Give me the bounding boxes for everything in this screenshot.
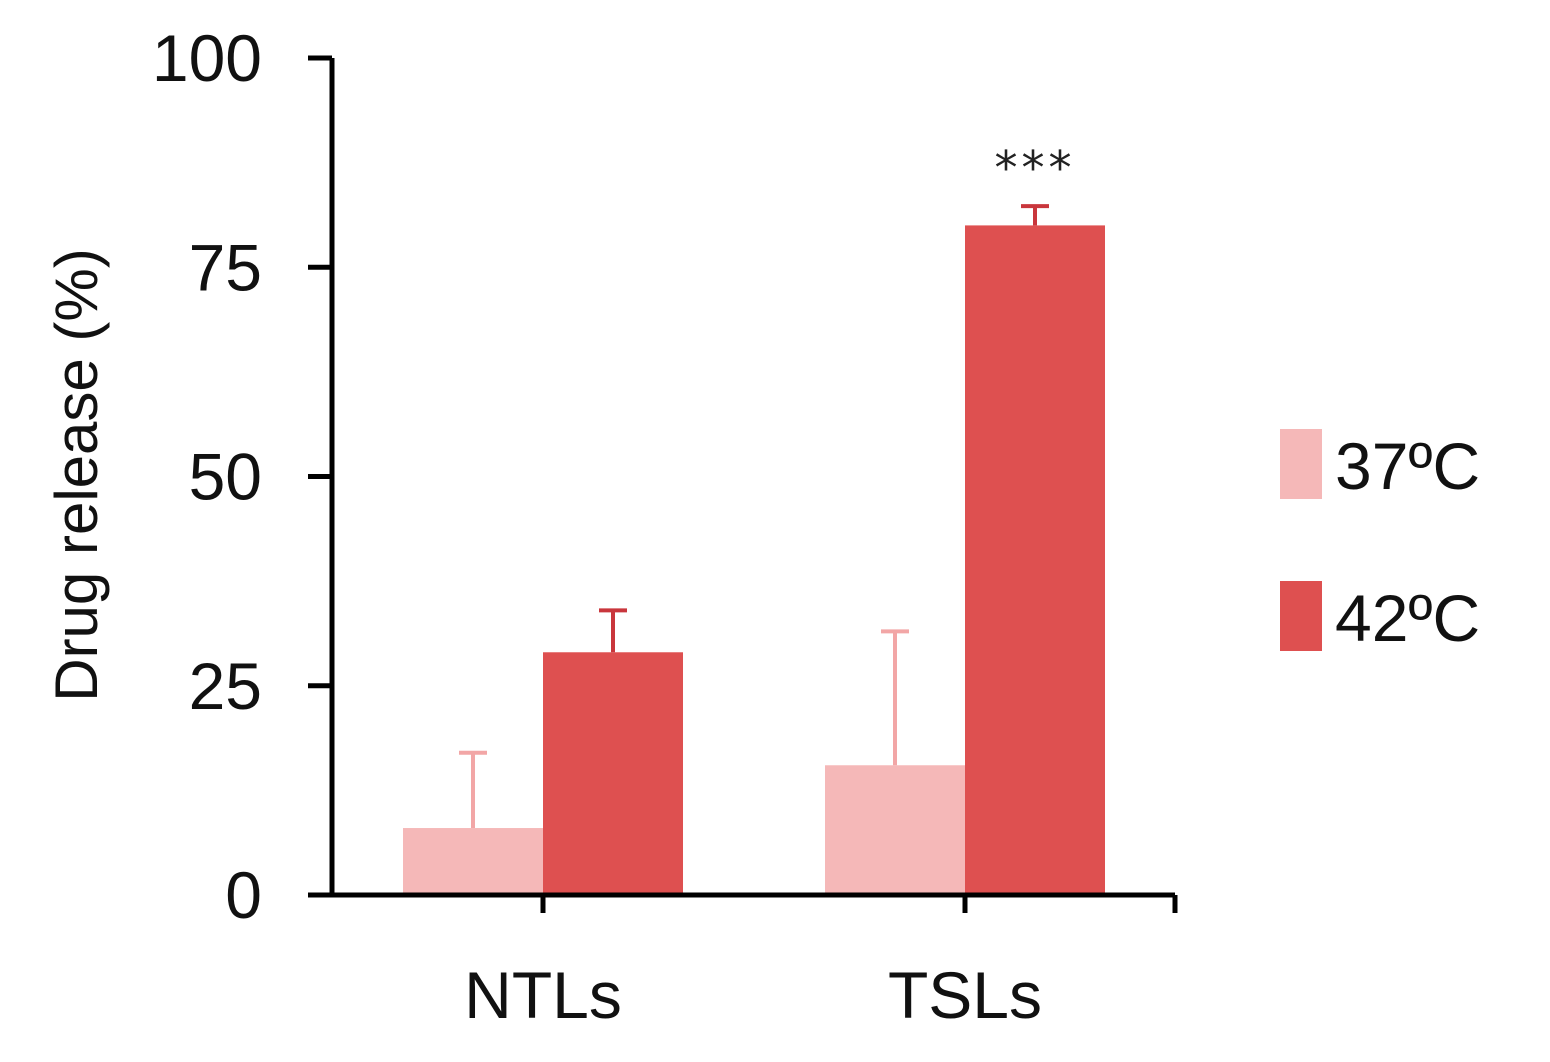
bars-layer bbox=[403, 225, 1105, 895]
y-axis-title-group: Drug release (%) bbox=[43, 248, 110, 702]
x-category-label-tsls: TSLs bbox=[888, 958, 1042, 1032]
axes-layer bbox=[308, 55, 1178, 913]
bar-tsls-series-2 bbox=[965, 225, 1105, 895]
legend-label-2: 42ºC bbox=[1335, 581, 1480, 655]
y-axis-title: Drug release (%) bbox=[43, 248, 110, 702]
labels-layer: *** 0 25 50 75 100 NTLs TSLs bbox=[152, 21, 1076, 1032]
y-tick-label-75: 75 bbox=[189, 230, 262, 304]
y-tick-label-0: 0 bbox=[225, 858, 262, 932]
legend-label-1: 37ºC bbox=[1335, 429, 1480, 503]
x-category-label-ntls: NTLs bbox=[464, 958, 622, 1032]
y-tick-label-50: 50 bbox=[189, 440, 262, 514]
legend-swatch-2 bbox=[1280, 581, 1322, 651]
error-bars-layer bbox=[459, 204, 1049, 829]
significance-annotation-1: *** bbox=[995, 141, 1076, 195]
y-tick-label-25: 25 bbox=[189, 649, 262, 723]
bar-tsls-series-1 bbox=[825, 765, 965, 895]
bar-ntls-series-1 bbox=[403, 828, 543, 895]
legend: 37ºC 42ºC bbox=[1280, 429, 1480, 655]
legend-swatch-1 bbox=[1280, 429, 1322, 499]
bar-ntls-series-2 bbox=[543, 652, 683, 895]
y-tick-label-100: 100 bbox=[152, 21, 262, 95]
